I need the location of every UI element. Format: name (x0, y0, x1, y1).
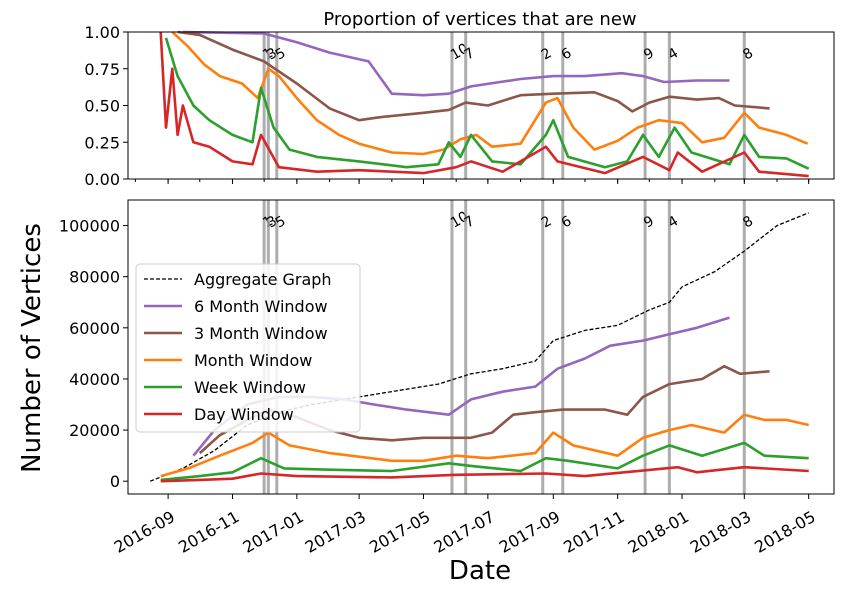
bottom-event-label-2: 2 (539, 213, 555, 231)
bottom-ytick-label: 40000 (69, 370, 120, 389)
bottom-xtick-label: 2018-03 (687, 507, 754, 557)
top-plot-frame (127, 31, 835, 180)
y-axis-label: Number of Vertices (17, 223, 47, 473)
top-event-label-6: 6 (559, 45, 575, 63)
top-event-label-7: 7 (462, 45, 478, 63)
legend-label-day-window: Day Window (194, 405, 294, 424)
bottom-xtick-label: 2017-11 (560, 507, 627, 557)
top-event-label-4: 4 (665, 45, 681, 63)
bottom-event-label-7: 7 (462, 213, 478, 231)
top-series-6-month-window (182, 30, 730, 97)
top-ytick-label: 0.25 (84, 133, 120, 152)
bottom-xtick-label: 2018-01 (625, 507, 692, 557)
bottom-series-week-window (160, 441, 809, 482)
legend-box (135, 263, 361, 433)
top-chart-title: Proportion of vertices that are new (323, 9, 636, 30)
top-ytick-label: 0.00 (84, 170, 120, 189)
bottom-xtick-label: 2017-09 (496, 507, 563, 557)
bottom-ytick-label: 80000 (69, 268, 120, 287)
bottom-xtick-label: 2017-05 (366, 507, 433, 557)
legend-label-aggregate-graph: Aggregate Graph (194, 270, 332, 289)
top-series-week-window (164, 37, 810, 170)
top-series-3-month-window (177, 30, 770, 122)
bottom-series-day-window (160, 465, 809, 483)
bottom-plot-frame (127, 199, 835, 495)
bottom-event-label-6: 6 (559, 213, 575, 231)
bottom-ytick-label: 0 (110, 472, 120, 491)
bottom-event-label-9: 9 (641, 213, 657, 231)
top-ytick-label: 0.50 (84, 97, 120, 116)
bottom-ytick-label: 20000 (69, 421, 120, 440)
legend-label-week-window: Week Window (194, 378, 306, 397)
bottom-event-label-8: 8 (740, 213, 756, 231)
bottom-series-month-window (160, 413, 809, 478)
bottom-xtick-label: 2018-05 (751, 507, 818, 557)
proportion-panel: Proportion of vertices that are new 1351… (84, 9, 835, 189)
top-event-label-2: 2 (539, 45, 555, 63)
top-event-label-9: 9 (641, 45, 657, 63)
vertices-panel: 13510726948 020000400006000080000100000 … (17, 199, 835, 586)
bottom-ytick-label: 100000 (59, 217, 120, 236)
top-event-label-8: 8 (740, 45, 756, 63)
top-ytick-label: 1.00 (84, 23, 120, 42)
bottom-event-label-4: 4 (665, 213, 681, 231)
top-series-day-window (159, 31, 809, 178)
bottom-xtick-label: 2017-03 (302, 507, 369, 557)
bottom-ytick-label: 60000 (69, 319, 120, 338)
legend: Aggregate Graph 6 Month Window 3 Month Win… (135, 263, 361, 433)
x-axis-label: Date (449, 556, 511, 586)
bottom-xtick-label: 2016-09 (111, 507, 178, 557)
bottom-xtick-label: 2016-11 (175, 507, 242, 557)
legend-label-6-month-window: 6 Month Window (194, 297, 328, 316)
legend-label-3-month-window: 3 Month Window (194, 324, 328, 343)
top-ytick-label: 0.75 (84, 60, 120, 79)
bottom-xtick-label: 2017-07 (430, 507, 497, 557)
legend-label-month-window: Month Window (194, 351, 312, 370)
bottom-xtick-label: 2017-01 (239, 507, 306, 557)
